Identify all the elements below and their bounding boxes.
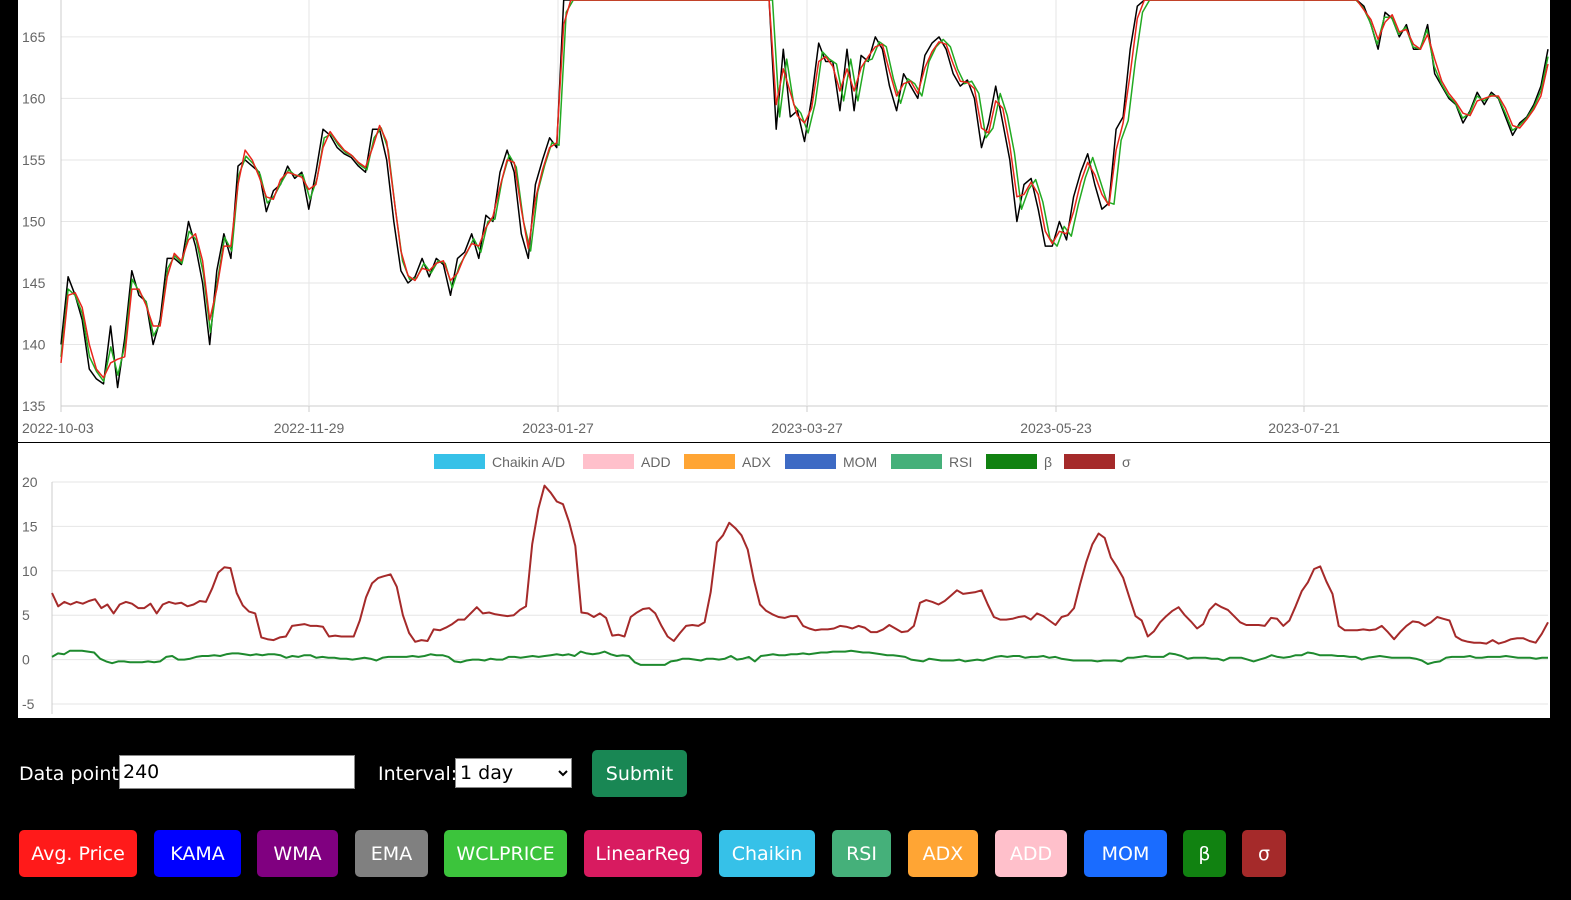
price-x-tick: 2023-07-21 — [1268, 420, 1340, 436]
indicator-chart-panel: Chaikin A/D ADD ADX MOM RSI β σ 20 15 10 5 0 -5 — [18, 443, 1550, 718]
legend-swatch — [986, 454, 1037, 469]
ind-y-tick: 5 — [22, 607, 30, 623]
price-x-tick: 2022-10-03 — [22, 420, 94, 436]
legend-label: σ — [1122, 454, 1131, 470]
price-y-tick: 145 — [22, 275, 46, 291]
indicator-toggle-button[interactable]: σ — [1242, 830, 1286, 877]
indicator-series-line — [51, 484, 1549, 645]
ind-y-tick: 20 — [22, 474, 38, 490]
legend-label: MOM — [843, 454, 877, 470]
indicator-series-line — [51, 649, 1548, 666]
price-chart-panel: 165 160 155 150 145 140 135 2022-10-03 2022-11-… — [18, 0, 1550, 442]
indicator-toggle-button[interactable]: MOM — [1084, 830, 1167, 877]
legend-label: RSI — [949, 454, 972, 470]
ind-y-tick: -5 — [22, 696, 35, 712]
price-y-tick: 165 — [22, 29, 46, 45]
legend-label: β — [1044, 454, 1052, 470]
indicator-toggle-button[interactable]: KAMA — [154, 830, 241, 877]
price-y-tick: 150 — [22, 213, 46, 229]
chart-legend: Chaikin A/D ADD ADX MOM RSI β σ — [434, 454, 1131, 470]
indicator-toggle-button[interactable]: RSI — [832, 830, 891, 877]
legend-label: Chaikin A/D — [492, 454, 565, 470]
legend-swatch — [1064, 454, 1115, 469]
data-point-label: Data point: — [19, 763, 126, 785]
price-chart: 165 160 155 150 145 140 135 2022-10-03 2022-11-… — [22, 0, 1549, 436]
data-point-input[interactable] — [119, 755, 355, 789]
price-x-tick: 2023-03-27 — [771, 420, 843, 436]
indicator-toggle-button[interactable]: EMA — [355, 830, 428, 877]
legend-swatch — [434, 454, 485, 469]
legend-label: ADD — [641, 454, 671, 470]
price-series-line — [60, 0, 1549, 383]
indicator-toggle-button[interactable]: ADX — [908, 830, 978, 877]
legend-swatch — [583, 454, 634, 469]
price-x-tick: 2022-11-29 — [274, 420, 345, 436]
indicator-chart: Chaikin A/D ADD ADX MOM RSI β σ 20 15 10 5 0 -5 — [22, 454, 1549, 714]
indicator-toggle-button[interactable]: LinearReg — [584, 830, 702, 877]
submit-button[interactable]: Submit — [592, 750, 687, 797]
indicator-toggle-button[interactable]: ADD — [995, 830, 1067, 877]
indicator-toggle-button[interactable]: Chaikin — [719, 830, 815, 877]
legend-swatch — [785, 454, 836, 469]
indicator-toggle-button[interactable]: β — [1183, 830, 1226, 877]
legend-swatch — [891, 454, 942, 469]
price-series-line — [60, 0, 1549, 379]
indicator-toggle-button[interactable]: WCLPRICE — [444, 830, 567, 877]
price-series-line — [60, 0, 1549, 389]
ind-y-tick: 0 — [22, 652, 30, 668]
price-y-tick: 140 — [22, 336, 46, 352]
ind-y-tick: 15 — [22, 518, 38, 534]
price-y-tick: 155 — [22, 152, 46, 168]
legend-swatch — [684, 454, 735, 469]
price-x-tick: 2023-01-27 — [522, 420, 594, 436]
price-y-tick: 160 — [22, 90, 46, 106]
interval-label: Interval: — [378, 763, 458, 785]
legend-label: ADX — [742, 454, 771, 470]
price-x-tick: 2023-05-23 — [1020, 420, 1092, 436]
indicator-toggle-button[interactable]: Avg. Price — [19, 830, 137, 877]
indicator-toggle-button[interactable]: WMA — [257, 830, 338, 877]
indicator-button-row: Avg. Price KAMA WMA EMA WCLPRICE LinearReg Cha… — [0, 830, 1571, 878]
price-y-tick: 135 — [22, 398, 46, 414]
ind-y-tick: 10 — [22, 563, 38, 579]
interval-select[interactable]: 1 day — [455, 758, 572, 788]
query-form: Data point: Interval: 1 day Submit — [19, 750, 719, 798]
